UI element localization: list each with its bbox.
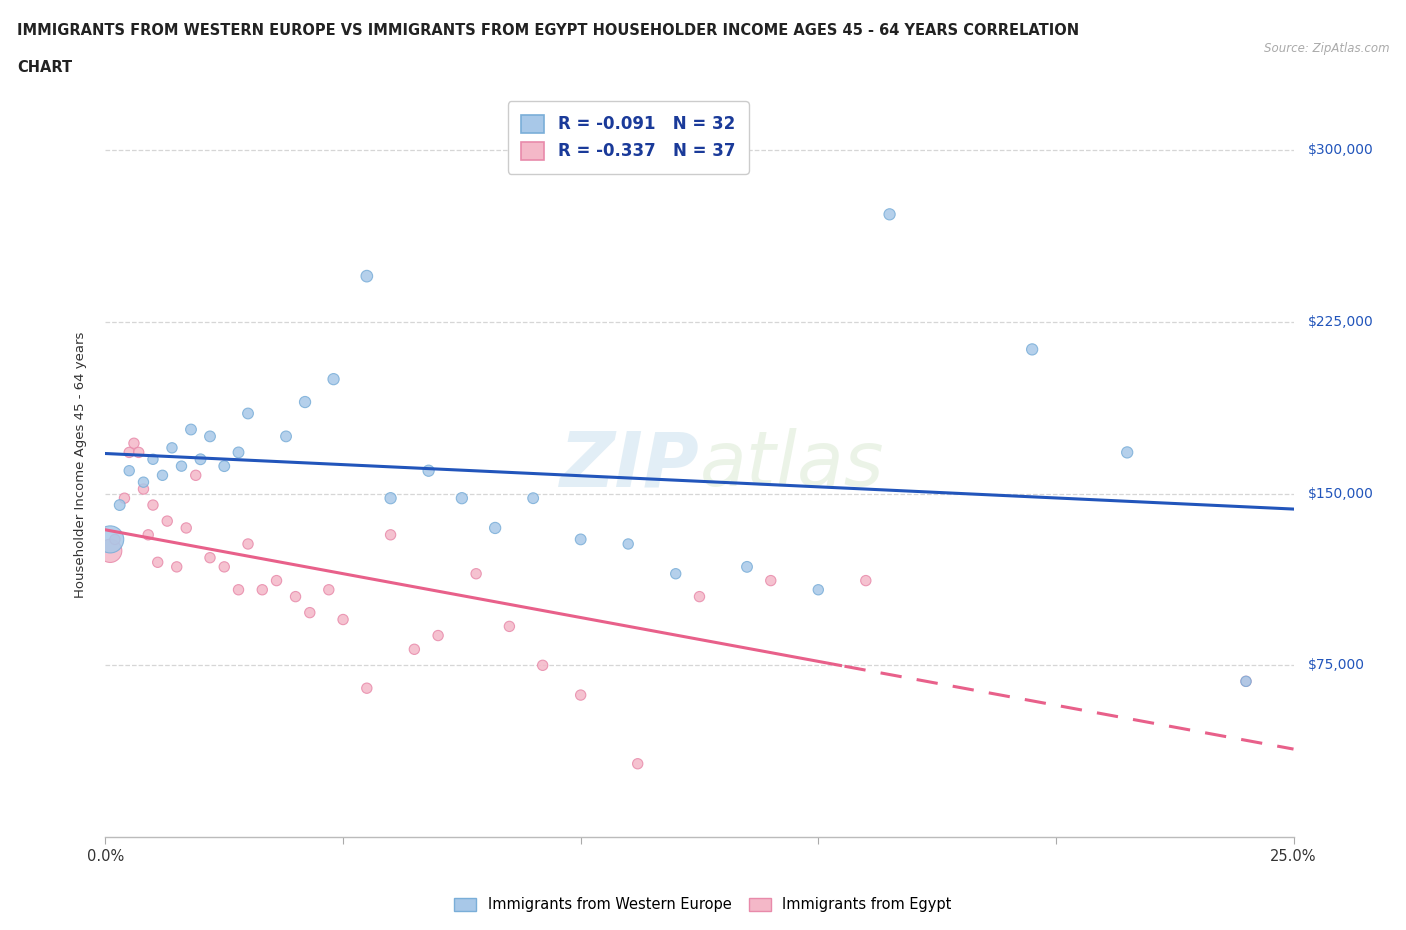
- Text: $150,000: $150,000: [1308, 486, 1374, 500]
- Point: [807, 582, 830, 597]
- Point: [855, 573, 877, 588]
- Point: [146, 555, 169, 570]
- Point: [1116, 445, 1139, 459]
- Point: [266, 573, 288, 588]
- Point: [450, 491, 472, 506]
- Text: CHART: CHART: [17, 60, 72, 75]
- Point: [170, 458, 193, 473]
- Point: [689, 590, 711, 604]
- Point: [190, 452, 212, 467]
- Point: [427, 628, 450, 643]
- Point: [284, 590, 307, 604]
- Point: [132, 474, 155, 489]
- Point: [298, 605, 321, 620]
- Point: [522, 491, 544, 506]
- Text: $75,000: $75,000: [1308, 658, 1364, 672]
- Point: [627, 756, 650, 771]
- Point: [166, 560, 188, 575]
- Point: [142, 498, 165, 512]
- Point: [108, 498, 131, 512]
- Point: [569, 532, 592, 547]
- Point: [318, 582, 340, 597]
- Point: [252, 582, 274, 597]
- Point: [759, 573, 782, 588]
- Point: [531, 658, 554, 672]
- Text: IMMIGRANTS FROM WESTERN EUROPE VS IMMIGRANTS FROM EGYPT HOUSEHOLDER INCOME AGES : IMMIGRANTS FROM WESTERN EUROPE VS IMMIGR…: [17, 23, 1078, 38]
- Point: [160, 441, 183, 456]
- Point: [122, 436, 145, 451]
- Text: $300,000: $300,000: [1308, 143, 1374, 157]
- Point: [118, 463, 141, 478]
- Point: [236, 537, 259, 551]
- Point: [735, 560, 758, 575]
- Y-axis label: Householder Income Ages 45 - 64 years: Householder Income Ages 45 - 64 years: [75, 332, 87, 598]
- Point: [236, 406, 259, 421]
- Point: [128, 445, 150, 459]
- Point: [142, 452, 165, 467]
- Point: [114, 491, 136, 506]
- Point: [214, 458, 236, 473]
- Point: [228, 582, 250, 597]
- Legend: Immigrants from Western Europe, Immigrants from Egypt: Immigrants from Western Europe, Immigran…: [449, 891, 957, 918]
- Point: [156, 513, 179, 528]
- Point: [152, 468, 174, 483]
- Point: [132, 482, 155, 497]
- Text: Source: ZipAtlas.com: Source: ZipAtlas.com: [1264, 42, 1389, 55]
- Point: [198, 551, 221, 565]
- Point: [198, 429, 221, 444]
- Legend: R = -0.091   N = 32, R = -0.337   N = 37: R = -0.091 N = 32, R = -0.337 N = 37: [508, 101, 748, 174]
- Text: $225,000: $225,000: [1308, 315, 1374, 329]
- Point: [332, 612, 354, 627]
- Point: [404, 642, 426, 657]
- Point: [322, 372, 344, 387]
- Point: [184, 468, 207, 483]
- Point: [356, 681, 378, 696]
- Point: [418, 463, 440, 478]
- Point: [104, 532, 127, 547]
- Point: [617, 537, 640, 551]
- Point: [1234, 674, 1257, 689]
- Point: [356, 269, 378, 284]
- Point: [228, 445, 250, 459]
- Point: [1021, 342, 1043, 357]
- Point: [136, 527, 159, 542]
- Point: [118, 445, 141, 459]
- Point: [1234, 674, 1257, 689]
- Point: [294, 394, 316, 409]
- Text: atlas: atlas: [700, 428, 884, 502]
- Point: [484, 521, 506, 536]
- Point: [214, 560, 236, 575]
- Point: [569, 687, 592, 702]
- Point: [98, 543, 121, 558]
- Point: [879, 206, 901, 221]
- Point: [465, 566, 488, 581]
- Point: [498, 619, 520, 634]
- Point: [274, 429, 297, 444]
- Text: ZIP: ZIP: [560, 428, 700, 502]
- Point: [665, 566, 688, 581]
- Point: [174, 521, 197, 536]
- Point: [380, 491, 402, 506]
- Point: [180, 422, 202, 437]
- Point: [98, 532, 121, 547]
- Point: [380, 527, 402, 542]
